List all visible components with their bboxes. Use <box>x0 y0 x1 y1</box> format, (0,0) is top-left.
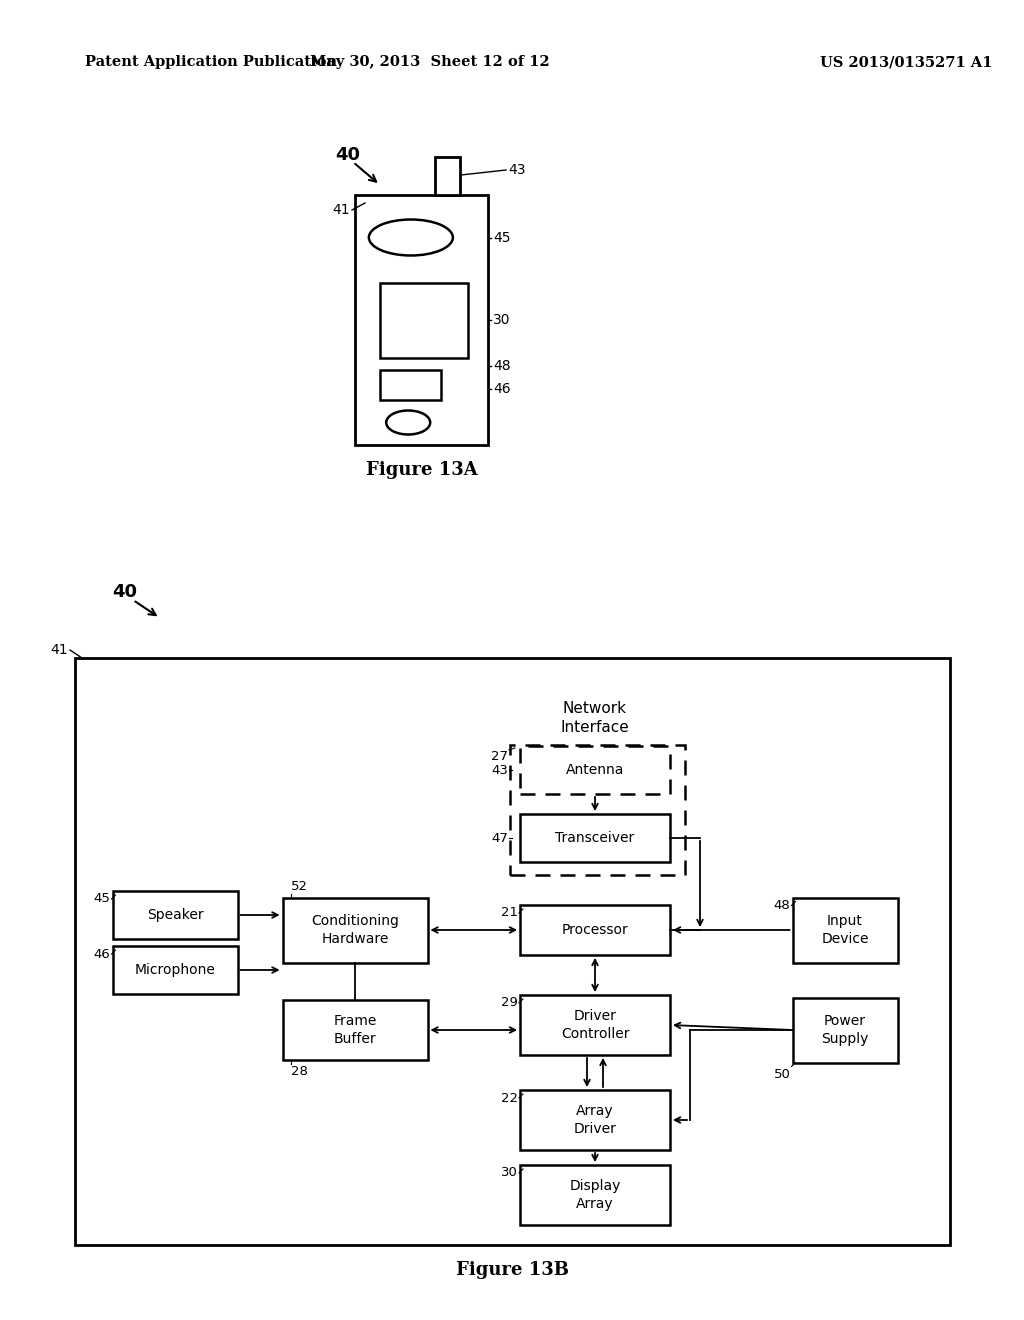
Bar <box>283 1001 427 1060</box>
Text: 43: 43 <box>508 162 525 177</box>
Bar <box>380 282 468 358</box>
Text: 46: 46 <box>94 948 111 961</box>
Text: Display
Array: Display Array <box>569 1179 621 1210</box>
Bar <box>793 898 897 962</box>
Text: 30: 30 <box>501 1167 518 1180</box>
Bar <box>520 814 670 862</box>
Text: Antenna: Antenna <box>566 763 625 777</box>
Bar <box>435 157 460 195</box>
Bar <box>75 657 950 1245</box>
Text: Processor: Processor <box>561 923 629 937</box>
Text: 45: 45 <box>93 892 111 906</box>
Bar <box>283 898 427 962</box>
Text: Transceiver: Transceiver <box>555 832 635 845</box>
Text: 45: 45 <box>493 231 511 244</box>
Text: Power
Supply: Power Supply <box>821 1014 868 1045</box>
Text: Conditioning
Hardware: Conditioning Hardware <box>311 915 399 945</box>
Ellipse shape <box>369 219 453 256</box>
Bar <box>520 906 670 954</box>
Text: Figure 13B: Figure 13B <box>456 1261 568 1279</box>
Bar <box>113 891 238 939</box>
Text: 50: 50 <box>773 1068 791 1081</box>
Text: 40: 40 <box>112 583 137 601</box>
Bar <box>520 1166 670 1225</box>
Text: US 2013/0135271 A1: US 2013/0135271 A1 <box>820 55 992 69</box>
Ellipse shape <box>386 411 430 434</box>
Text: Array
Driver: Array Driver <box>573 1105 616 1135</box>
Text: May 30, 2013  Sheet 12 of 12: May 30, 2013 Sheet 12 of 12 <box>310 55 550 69</box>
Text: Microphone: Microphone <box>134 964 215 977</box>
Text: Patent Application Publication: Patent Application Publication <box>85 55 337 69</box>
Bar <box>520 995 670 1055</box>
Text: 28: 28 <box>291 1065 307 1078</box>
Bar <box>355 195 488 445</box>
Bar <box>510 744 685 875</box>
Text: 22: 22 <box>501 1092 518 1105</box>
Text: 41: 41 <box>333 203 350 216</box>
Text: 21: 21 <box>501 907 518 920</box>
Text: 46: 46 <box>493 381 511 396</box>
Text: Frame
Buffer: Frame Buffer <box>334 1014 377 1045</box>
Bar <box>793 998 897 1063</box>
Text: Input
Device: Input Device <box>821 915 868 945</box>
Bar <box>520 746 670 795</box>
Text: 47: 47 <box>492 832 508 845</box>
Text: Figure 13A: Figure 13A <box>367 461 478 479</box>
Bar <box>520 1090 670 1150</box>
Text: 41: 41 <box>50 643 68 657</box>
Text: Network
Interface: Network Interface <box>560 701 630 735</box>
Text: 27: 27 <box>490 750 508 763</box>
Text: 48: 48 <box>493 359 511 374</box>
Text: Driver
Controller: Driver Controller <box>561 1010 630 1040</box>
Text: 52: 52 <box>291 879 307 892</box>
Text: 30: 30 <box>493 313 511 327</box>
Text: 48: 48 <box>774 899 791 912</box>
Bar <box>113 946 238 994</box>
Text: Speaker: Speaker <box>146 908 204 921</box>
Text: 40: 40 <box>335 147 360 164</box>
Text: 29: 29 <box>501 997 518 1010</box>
Text: 43: 43 <box>492 763 508 776</box>
Bar <box>380 370 441 400</box>
